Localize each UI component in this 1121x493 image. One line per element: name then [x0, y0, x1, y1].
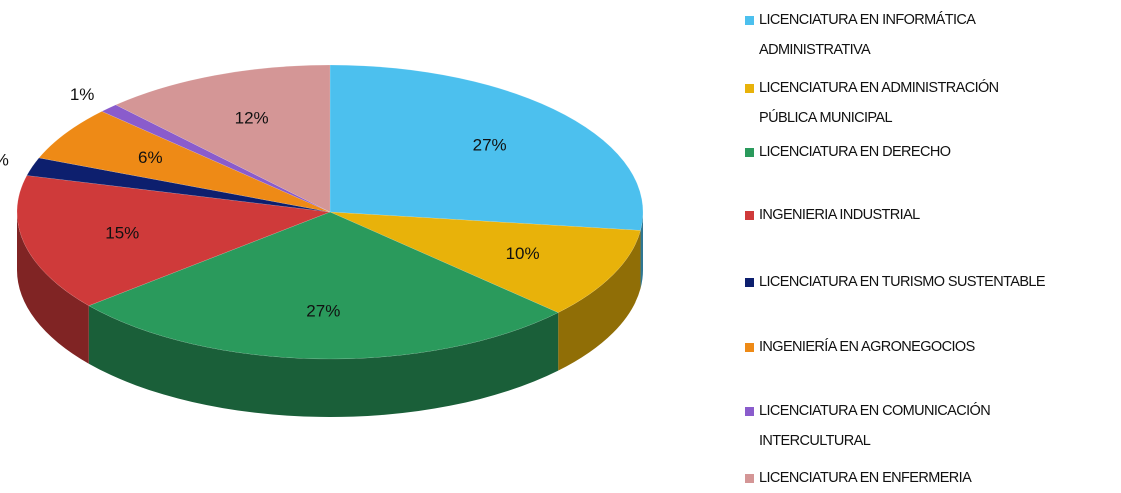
- pie-side: [640, 212, 643, 289]
- data-label: 27%: [473, 135, 507, 154]
- pie-slice: [38, 111, 331, 213]
- pie-slice: [115, 64, 331, 213]
- legend-item: LICENCIATURA EN COMUNICACIÓN INTERCULTUR…: [745, 396, 1055, 456]
- legend-item: LICENCIATURA EN ENFERMERIA: [745, 463, 1115, 493]
- data-label: 2%: [0, 151, 9, 170]
- legend-swatch: [745, 211, 754, 220]
- pie-slice: [26, 157, 331, 213]
- pie-side: [17, 212, 89, 364]
- legend-swatch: [745, 148, 754, 157]
- legend-label: LICENCIATURA EN ENFERMERIA: [759, 470, 972, 486]
- legend-item: INGENIERÍA EN AGRONEGOCIOS: [745, 332, 1115, 362]
- legend-item: LICENCIATURA EN ADMINISTRACIÓN PÚBLICA M…: [745, 73, 1055, 133]
- data-label: 10%: [506, 244, 540, 263]
- legend-item: LICENCIATURA EN TURISMO SUSTENTABLE: [745, 267, 1115, 297]
- legend-label: INGENIERÍA EN AGRONEGOCIOS: [759, 339, 975, 355]
- pie-slice: [329, 211, 641, 313]
- legend-item: LICENCIATURA EN DERECHO: [745, 137, 1115, 167]
- legend-label: LICENCIATURA EN ADMINISTRACIÓN PÚBLICA M…: [759, 80, 999, 126]
- legend-label: INGENIERIA INDUSTRIAL: [759, 207, 920, 223]
- pie-slice: [16, 175, 331, 306]
- legend-label: LICENCIATURA EN DERECHO: [759, 144, 951, 160]
- pie-slice: [88, 211, 559, 360]
- pie-slice: [101, 104, 331, 213]
- pie-slice: [329, 64, 644, 231]
- legend-item: INGENIERIA INDUSTRIAL: [745, 200, 1115, 230]
- chart: 27% 10% 27% 15% 2% 6% 1% 12%: [0, 64, 644, 418]
- data-label: 1%: [70, 85, 95, 104]
- legend-swatch: [745, 16, 754, 25]
- legend-label: LICENCIATURA EN INFORMÁTICA ADMINISTRATI…: [759, 12, 975, 58]
- legend-swatch: [745, 343, 754, 352]
- legend-swatch: [745, 84, 754, 93]
- pie-side: [558, 230, 641, 371]
- legend-swatch: [745, 474, 754, 483]
- data-label: 12%: [235, 109, 269, 128]
- pie-side: [88, 305, 559, 418]
- legend-item: LICENCIATURA EN INFORMÁTICA ADMINISTRATI…: [745, 5, 1035, 65]
- data-label: 15%: [105, 223, 139, 242]
- legend-label: LICENCIATURA EN TURISMO SUSTENTABLE: [759, 274, 1046, 290]
- legend-swatch: [745, 278, 754, 287]
- data-label: 27%: [306, 301, 340, 320]
- legend-label: LICENCIATURA EN COMUNICACIÓN INTERCULTUR…: [759, 403, 991, 449]
- legend-swatch: [745, 407, 754, 416]
- data-label: 6%: [138, 148, 163, 167]
